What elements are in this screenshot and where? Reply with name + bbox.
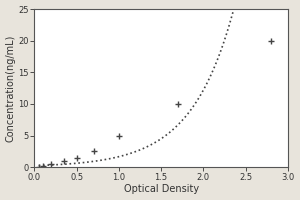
Y-axis label: Concentration(ng/mL): Concentration(ng/mL): [6, 34, 16, 142]
X-axis label: Optical Density: Optical Density: [124, 184, 199, 194]
